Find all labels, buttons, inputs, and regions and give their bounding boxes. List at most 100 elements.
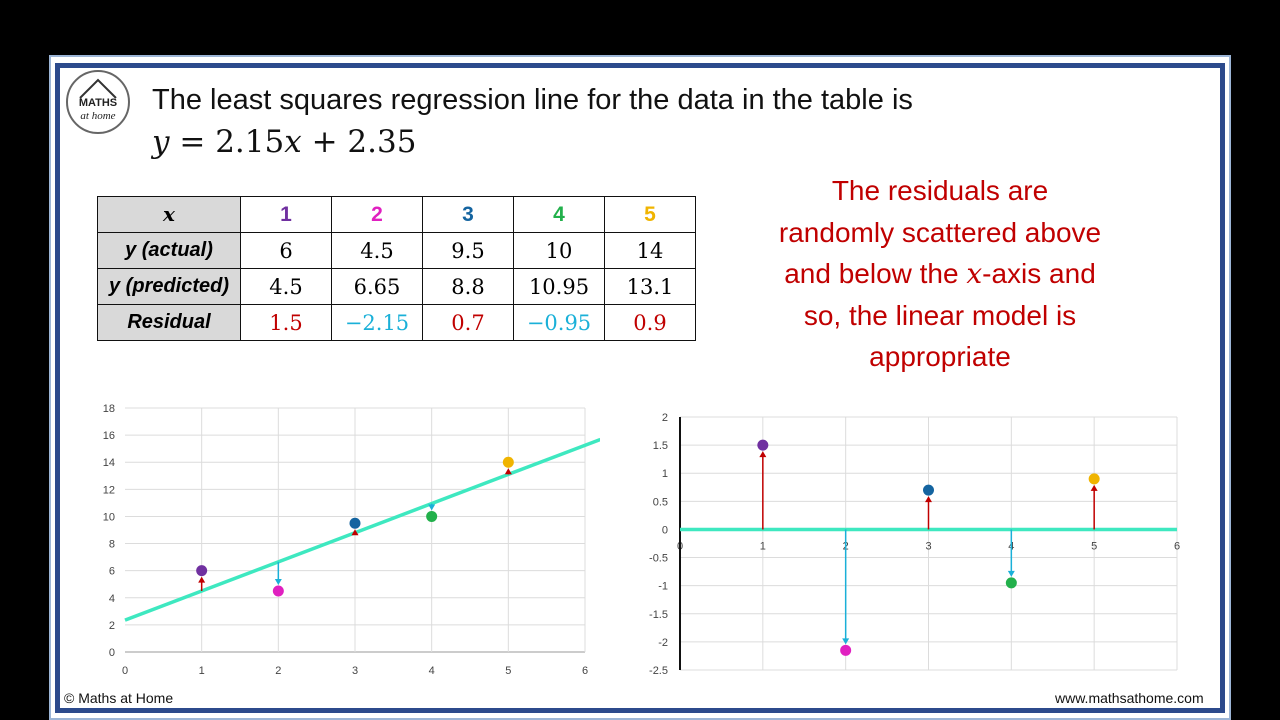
residual-arrowhead bbox=[351, 529, 359, 536]
residual-cell: 1.5 bbox=[240, 304, 332, 341]
residual-arrowhead bbox=[925, 496, 932, 503]
x-value-cell: 1 bbox=[240, 196, 332, 233]
residual-point bbox=[1005, 577, 1017, 589]
y-tick-label: 2 bbox=[109, 620, 115, 632]
residual-arrowhead bbox=[1007, 570, 1015, 577]
table-row: y (predicted) 4.5 6.65 8.8 10.95 13.1 bbox=[97, 268, 696, 305]
equation-y: y bbox=[152, 124, 170, 160]
x-value-cell: 5 bbox=[604, 196, 696, 233]
logo-main-text: MATHS bbox=[78, 97, 118, 109]
y-tick-label: 0 bbox=[109, 647, 115, 659]
page-title: The least squares regression line for th… bbox=[152, 84, 913, 116]
x-tick-label: 0 bbox=[122, 665, 128, 677]
residual-arrowhead bbox=[759, 451, 767, 458]
x-tick-label: 6 bbox=[1174, 540, 1180, 552]
y-tick-label: 18 bbox=[103, 403, 115, 415]
conclusion-line: and below the x-axis and bbox=[740, 253, 1140, 295]
y-tick-label: 0.5 bbox=[653, 496, 668, 508]
x-value-cell: 2 bbox=[331, 196, 423, 233]
table-cell: 10 bbox=[513, 232, 605, 269]
website-url: www.mathsathome.com bbox=[1055, 690, 1204, 706]
table-cell: 9.5 bbox=[422, 232, 514, 269]
conclusion-line: appropriate bbox=[869, 341, 1011, 372]
header-cell-x: x bbox=[97, 196, 241, 233]
y-tick-label: 1.5 bbox=[653, 440, 668, 452]
table-row: y (actual) 6 4.5 9.5 10 14 bbox=[97, 232, 696, 269]
residual-cell: −0.95 bbox=[513, 304, 605, 341]
table-cell: 13.1 bbox=[604, 268, 696, 305]
residual-plot-chart: -2.5-2-1.5-1-0.500.511.520123456 bbox=[649, 412, 1180, 677]
data-point bbox=[272, 585, 284, 597]
residual-point bbox=[840, 644, 852, 656]
x-tick-label: 5 bbox=[1091, 540, 1097, 552]
conclusion-x-symbol: x bbox=[966, 257, 983, 290]
y-tick-label: 2 bbox=[662, 412, 668, 424]
x-tick-label: 3 bbox=[925, 540, 931, 552]
y-tick-label: -1.5 bbox=[649, 609, 668, 621]
y-tick-label: 1 bbox=[662, 468, 668, 480]
x-label: x bbox=[163, 202, 175, 226]
x-tick-label: 3 bbox=[352, 665, 358, 677]
y-tick-label: 8 bbox=[109, 539, 115, 551]
residual-arrowhead bbox=[274, 579, 282, 585]
y-tick-label: -1 bbox=[658, 581, 668, 593]
house-roof-icon bbox=[79, 78, 117, 99]
y-tick-label: 6 bbox=[109, 566, 115, 578]
table-cell: 10.95 bbox=[513, 268, 605, 305]
y-tick-label: 4 bbox=[109, 593, 115, 605]
y-tick-label: -2 bbox=[658, 637, 668, 649]
row-label-predicted: y (predicted) bbox=[97, 268, 241, 305]
equation-intercept: + 2.35 bbox=[301, 124, 417, 160]
residual-arrowhead bbox=[842, 638, 850, 645]
residual-arrowhead bbox=[198, 576, 206, 583]
table-cell: 4.5 bbox=[331, 232, 423, 269]
table-cell: 6 bbox=[240, 232, 332, 269]
logo-sub-text: at home bbox=[80, 110, 116, 122]
x-tick-label: 1 bbox=[760, 540, 766, 552]
residual-cell: 0.9 bbox=[604, 304, 696, 341]
copyright-text: © Maths at Home bbox=[64, 690, 174, 706]
x-tick-label: 1 bbox=[199, 665, 205, 677]
y-tick-label: -0.5 bbox=[649, 553, 668, 565]
data-point bbox=[426, 510, 438, 522]
y-tick-label: 16 bbox=[103, 430, 115, 442]
x-value-cell: 3 bbox=[422, 196, 514, 233]
y-tick-label: -2.5 bbox=[649, 665, 668, 677]
y-tick-label: 12 bbox=[103, 484, 115, 496]
residual-cell: −2.15 bbox=[331, 304, 423, 341]
equation-slope: = 2.15 bbox=[169, 124, 285, 160]
data-point bbox=[196, 565, 208, 577]
equation-x: x bbox=[284, 124, 302, 160]
residual-point bbox=[1088, 473, 1100, 485]
residual-point bbox=[757, 439, 769, 451]
residual-arrowhead bbox=[504, 468, 512, 475]
table-cell: 8.8 bbox=[422, 268, 514, 305]
data-point bbox=[349, 517, 361, 529]
x-tick-label: 5 bbox=[505, 665, 511, 677]
conclusion-text: The residuals are randomly scattered abo… bbox=[740, 170, 1140, 378]
x-value-cell: 4 bbox=[513, 196, 605, 233]
y-tick-label: 0 bbox=[662, 524, 668, 536]
data-point bbox=[502, 456, 514, 468]
conclusion-fragment: and below the bbox=[784, 258, 967, 289]
x-tick-label: 4 bbox=[429, 665, 435, 677]
residual-table: x 1 2 3 4 5 y (actual) 6 4.5 9.5 10 14 y… bbox=[97, 196, 696, 341]
y-tick-label: 14 bbox=[103, 457, 115, 469]
table-cell: 4.5 bbox=[240, 268, 332, 305]
row-label-actual: y (actual) bbox=[97, 232, 241, 269]
table-cell: 14 bbox=[604, 232, 696, 269]
residual-arrowhead bbox=[428, 504, 436, 511]
x-tick-label: 2 bbox=[275, 665, 281, 677]
conclusion-line: so, the linear model is bbox=[803, 299, 1077, 331]
residual-arrowhead bbox=[1090, 484, 1098, 491]
maths-at-home-logo: MATHS at home bbox=[66, 70, 130, 134]
regression-line bbox=[124, 437, 600, 622]
table-cell: 6.65 bbox=[331, 268, 423, 305]
conclusion-line: randomly scattered above bbox=[778, 216, 1102, 248]
slide-inner-frame bbox=[55, 63, 1225, 713]
conclusion-line: The residuals are bbox=[831, 175, 1049, 206]
residual-cell: 0.7 bbox=[422, 304, 514, 341]
y-tick-label: 10 bbox=[103, 511, 115, 523]
row-label-residual: Residual bbox=[97, 304, 241, 341]
conclusion-fragment: -axis and bbox=[982, 258, 1096, 289]
